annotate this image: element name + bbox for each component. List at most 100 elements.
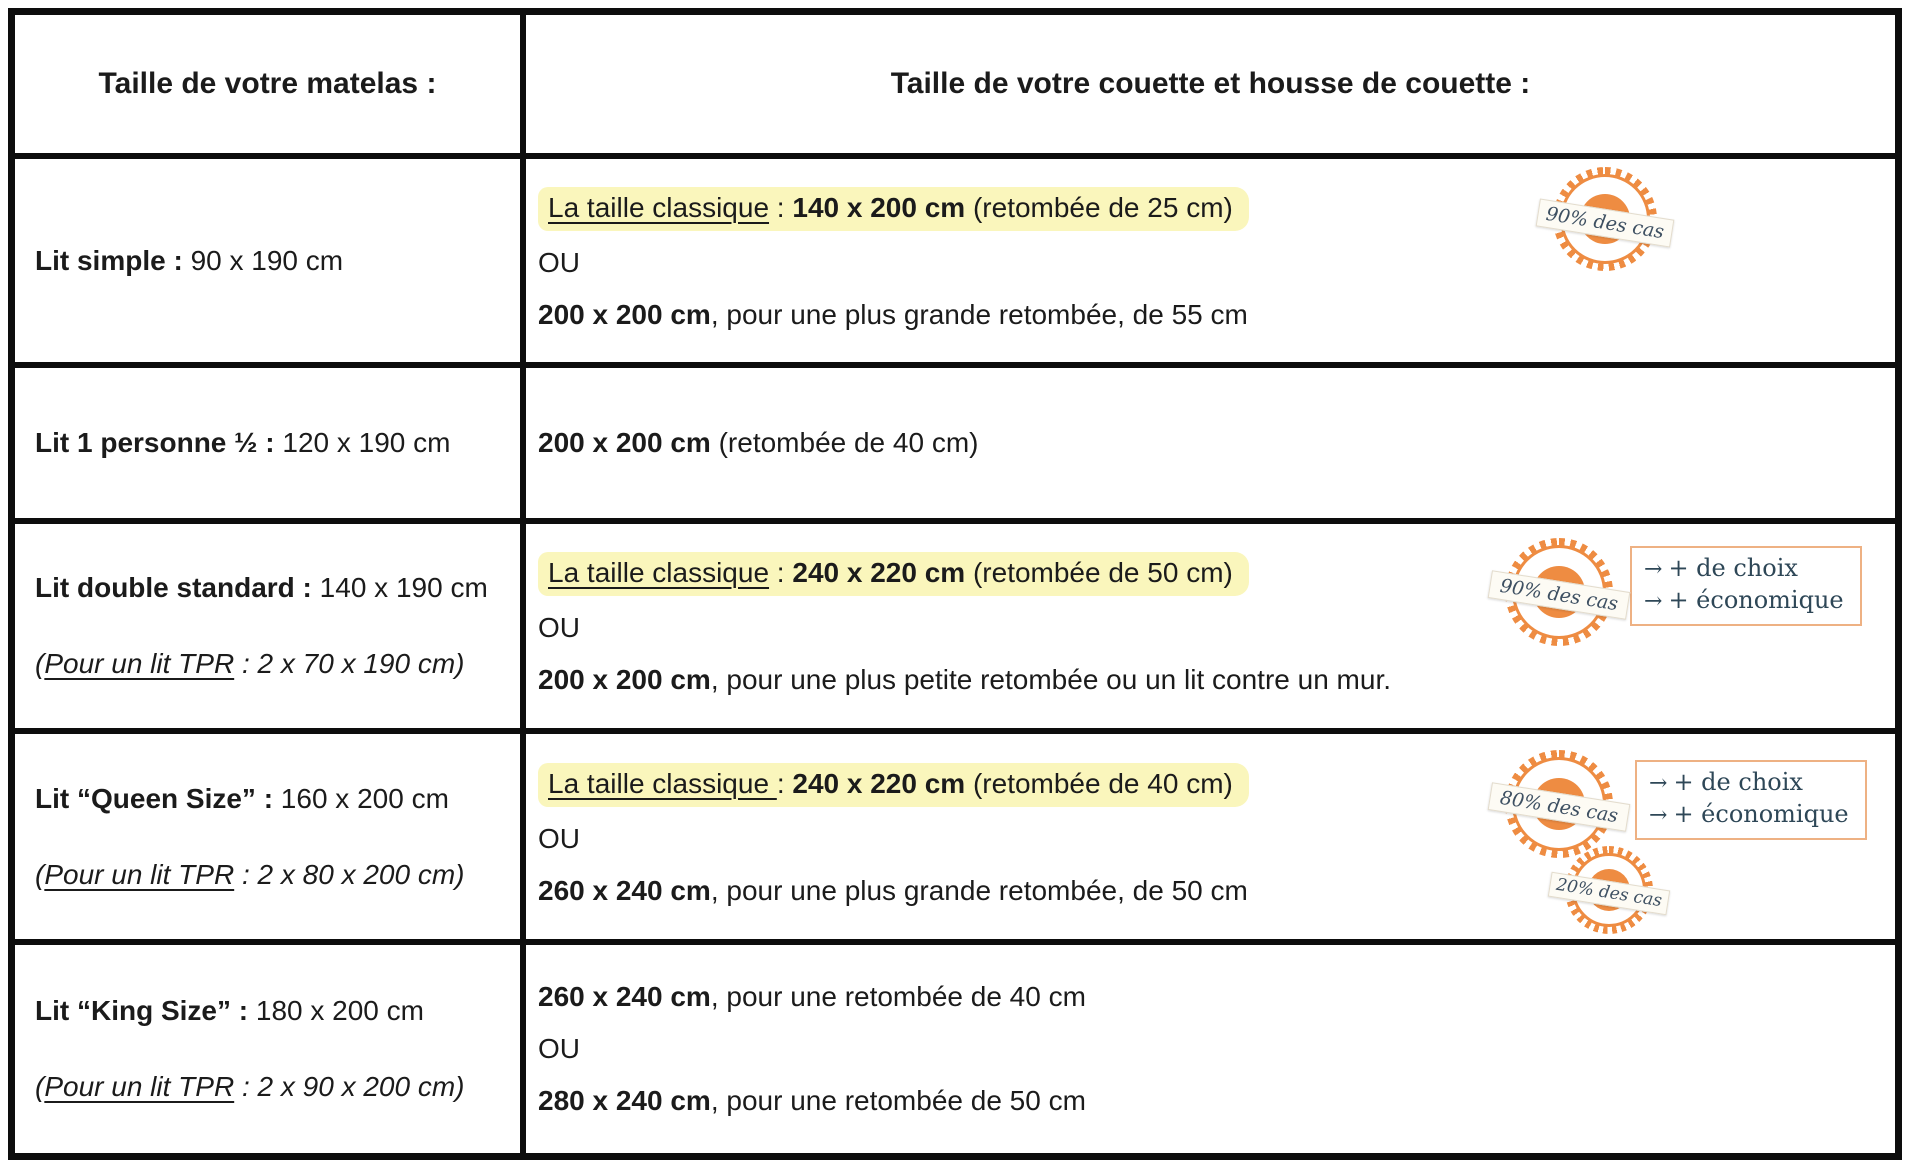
mattress-label: Lit “King Size” : — [35, 995, 249, 1026]
arrow-icon: → — [1649, 771, 1668, 796]
highlight-marker: La taille classique : 240 x 220 cm (reto… — [538, 762, 1249, 807]
alt-size-note: (retombée de 40 cm) — [710, 427, 979, 458]
stamp-80-percent-badge: 80% des cas — [1487, 750, 1631, 858]
cell-duvet-lit-queen: La taille classique : 240 x 220 cm (reto… — [526, 734, 1895, 939]
mattress-size: 90 x 190 cm — [182, 244, 344, 276]
duvet-classic-line: La taille classique : 240 x 220 cm (reto… — [538, 552, 1883, 596]
colon: : — [776, 767, 793, 799]
classic-size-note: (retombée de 50 cm) — [965, 557, 1233, 588]
stamp-90-percent-badge: 90% des cas — [1535, 167, 1675, 271]
classic-size-value: 240 x 220 cm — [792, 557, 966, 588]
duvet-classic-line: La taille classique : 240 x 220 cm (reto… — [538, 762, 1883, 807]
mattress-label: Lit “Queen Size” : — [35, 782, 274, 814]
or-label: OU — [538, 1033, 580, 1064]
or-label: OU — [538, 246, 580, 278]
tpr-label: Pour un lit TPR — [44, 1071, 235, 1102]
benefits-box: → + de choix → + économique — [1630, 546, 1862, 626]
classic-size-label: La taille classique — [548, 767, 777, 799]
header-mattress-label: Taille de votre matelas : — [98, 67, 437, 100]
alt-size-value: 200 x 200 cm — [538, 298, 711, 330]
tpr-note: (Pour un lit TPR : 2 x 70 x 190 cm) — [35, 648, 506, 680]
or-separator: OU — [538, 819, 1883, 859]
mattress-size-line: Lit 1 personne ½ : 120 x 190 cm — [35, 427, 506, 459]
alt-size-value: 200 x 200 cm — [538, 427, 711, 458]
alt-size-note: , pour une plus grande retombée, de 55 c… — [710, 298, 1248, 330]
cell-mattress-lit-double: Lit double standard : 140 x 190 cm (Pour… — [15, 524, 520, 728]
duvet-alt-line: 260 x 240 cm, pour une plus grande retom… — [538, 871, 1883, 911]
mattress-size-line: Lit simple : 90 x 190 cm — [35, 245, 506, 277]
mattress-size-line: Lit “Queen Size” : 160 x 200 cm — [35, 783, 506, 815]
stamp-ribbon-label: 80% des cas — [1487, 782, 1631, 832]
benefit-label: + de choix — [1668, 554, 1798, 582]
stamp-ribbon-label: 90% des cas — [1487, 570, 1631, 620]
duvet-alt-line: 200 x 200 cm, pour une plus petite retom… — [538, 660, 1883, 700]
tpr-note: (Pour un lit TPR : 2 x 80 x 200 cm) — [35, 859, 506, 891]
alt-size-value: 260 x 240 cm — [538, 874, 711, 906]
mattress-size: 160 x 200 cm — [273, 782, 449, 814]
mattress-size-line: Lit “King Size” : 180 x 200 cm — [35, 995, 506, 1027]
classic-size-note: (retombée de 25 cm) — [965, 191, 1233, 223]
colon: : — [769, 191, 793, 223]
alt-size-value: 280 x 240 cm — [538, 1085, 711, 1116]
cell-duvet-lit-double: La taille classique : 240 x 220 cm (reto… — [526, 524, 1895, 728]
alt-size-note: , pour une plus grande retombée, de 50 c… — [710, 874, 1248, 906]
benefit-label: + économique — [1673, 800, 1849, 828]
stamp-ribbon-label: 90% des cas — [1535, 198, 1675, 248]
classic-size-value: 240 x 220 cm — [792, 767, 966, 799]
tpr-size: : 2 x 90 x 200 cm) — [234, 1071, 465, 1102]
tpr-note: (Pour un lit TPR : 2 x 90 x 200 cm) — [35, 1071, 506, 1103]
tpr-label: Pour un lit TPR — [44, 858, 235, 890]
duvet-alt-line: 200 x 200 cm, pour une plus grande retom… — [538, 295, 1883, 335]
benefit-line-economy: → + économique — [1644, 585, 1844, 617]
arrow-icon: → — [1644, 557, 1663, 582]
cell-mattress-lit-queen: Lit “Queen Size” : 160 x 200 cm (Pour un… — [15, 734, 520, 939]
header-mattress: Taille de votre matelas : — [15, 15, 520, 153]
paren: ( — [35, 648, 45, 679]
highlight-marker: La taille classique : 140 x 200 cm (reto… — [538, 186, 1249, 231]
benefit-line-choice: → + de choix — [1644, 553, 1844, 585]
cell-duvet-lit-king: 260 x 240 cm, pour une retombée de 40 cm… — [526, 945, 1895, 1153]
or-separator: OU — [538, 608, 1883, 648]
tpr-label: Pour un lit TPR — [44, 648, 235, 679]
paren: ( — [35, 858, 45, 890]
benefit-line-economy: → + économique — [1649, 799, 1849, 831]
alt-size-note: , pour une plus petite retombée ou un li… — [710, 664, 1392, 695]
arrow-icon: → — [1649, 803, 1668, 828]
stamp-20-percent-badge: 20% des cas — [1547, 846, 1671, 934]
header-duvet: Taille de votre couette et housse de cou… — [526, 15, 1895, 153]
cell-mattress-lit-simple: Lit simple : 90 x 190 cm — [15, 159, 520, 362]
paren: ( — [35, 1071, 45, 1102]
or-separator: OU — [538, 243, 1883, 283]
alt-size-note: , pour une retombée de 50 cm — [710, 1085, 1086, 1116]
benefit-label: + de choix — [1673, 768, 1803, 796]
mattress-label: Lit simple : — [35, 244, 183, 276]
alt-size-value: 260 x 240 cm — [538, 981, 711, 1012]
duvet-classic-line: La taille classique : 140 x 200 cm (reto… — [538, 186, 1883, 231]
sizes-table: Taille de votre matelas : Taille de votr… — [8, 8, 1902, 1160]
mattress-label: Lit 1 personne ½ : — [35, 427, 275, 458]
classic-size-note: (retombée de 40 cm) — [965, 767, 1233, 799]
alt-size-note: , pour une retombée de 40 cm — [710, 981, 1086, 1012]
mattress-size: 180 x 200 cm — [248, 995, 424, 1026]
colon: : — [769, 557, 793, 588]
duvet-alt2-line: 280 x 240 cm, pour une retombée de 50 cm — [538, 1081, 1883, 1121]
mattress-size-line: Lit double standard : 140 x 190 cm — [35, 572, 506, 604]
alt-size-value: 200 x 200 cm — [538, 664, 711, 695]
cell-duvet-lit-1-personne: 200 x 200 cm (retombée de 40 cm) — [526, 368, 1895, 518]
or-label: OU — [538, 612, 580, 643]
mattress-size: 140 x 190 cm — [311, 572, 488, 603]
or-label: OU — [538, 822, 580, 854]
mattress-size: 120 x 190 cm — [274, 427, 451, 458]
classic-size-value: 140 x 200 cm — [792, 191, 966, 223]
stamp-90-percent-badge: 90% des cas — [1487, 538, 1631, 646]
cell-mattress-lit-1-personne: Lit 1 personne ½ : 120 x 190 cm — [15, 368, 520, 518]
header-duvet-label: Taille de votre couette et housse de cou… — [890, 67, 1531, 100]
benefit-label: + économique — [1668, 586, 1844, 614]
benefits-box: → + de choix → + économique — [1635, 760, 1867, 840]
classic-size-label: La taille classique — [548, 191, 770, 223]
cell-mattress-lit-king: Lit “King Size” : 180 x 200 cm (Pour un … — [15, 945, 520, 1153]
cell-duvet-lit-simple: La taille classique : 140 x 200 cm (reto… — [526, 159, 1895, 362]
duvet-alt-line: 260 x 240 cm, pour une retombée de 40 cm — [538, 977, 1883, 1017]
benefit-line-choice: → + de choix — [1649, 767, 1849, 799]
mattress-label: Lit double standard : — [35, 572, 312, 603]
